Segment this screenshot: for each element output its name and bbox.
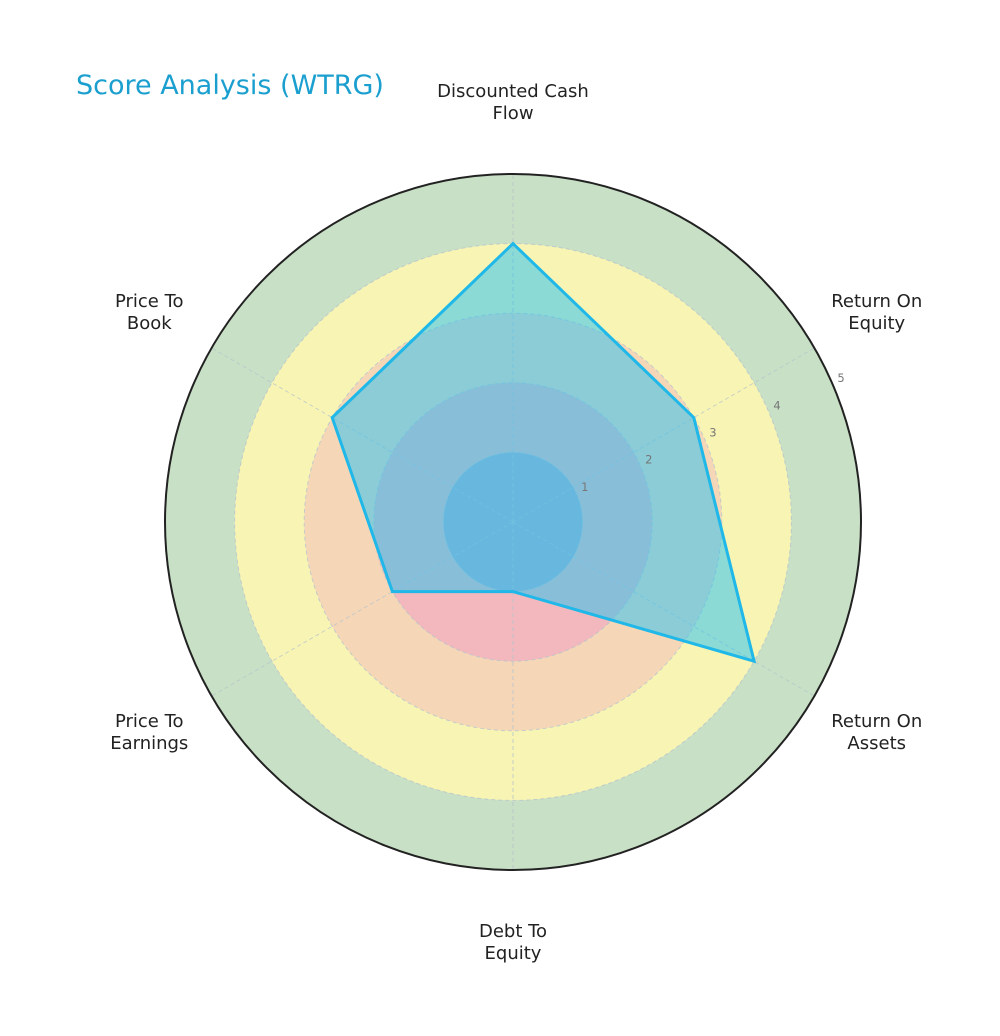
- axis-label-line: Assets: [847, 733, 906, 754]
- axis-label-line: Book: [127, 313, 172, 334]
- axis-label-2: Return On Assets: [831, 711, 922, 754]
- axis-label-line: Equity: [485, 943, 542, 964]
- axis-label-line: Return On: [831, 711, 922, 732]
- axis-label-line: Flow: [492, 103, 533, 124]
- outer-ring: [164, 173, 862, 871]
- axis-label-line: Discounted Cash: [437, 81, 589, 102]
- axis-label-line: Debt To: [479, 921, 547, 942]
- data-series: [330, 241, 757, 664]
- axis-label-line: Price To: [115, 711, 184, 732]
- tick-label-2: 2: [645, 453, 652, 467]
- axis-label-line: Price To: [115, 291, 184, 312]
- axis-label-1: Return On Equity: [831, 291, 922, 334]
- axis-label-4: Price To Earnings: [110, 711, 188, 754]
- axis-label-line: Earnings: [110, 733, 188, 754]
- axis-label-line: Equity: [848, 313, 905, 334]
- axis-label-line: Return On: [831, 291, 922, 312]
- tick-label-3: 3: [709, 426, 716, 440]
- chart-title: Score Analysis (WTRG): [76, 70, 384, 101]
- tick-label-5: 5: [837, 371, 844, 385]
- axis-label-3: Debt To Equity: [479, 921, 547, 964]
- radial-ticks: 1 2 3 4 5: [581, 371, 845, 494]
- axis-label-0: Discounted Cash Flow: [437, 81, 589, 124]
- tick-label-4: 4: [773, 398, 780, 412]
- tick-label-1: 1: [581, 480, 588, 494]
- axis-label-5: Price To Book: [115, 291, 184, 334]
